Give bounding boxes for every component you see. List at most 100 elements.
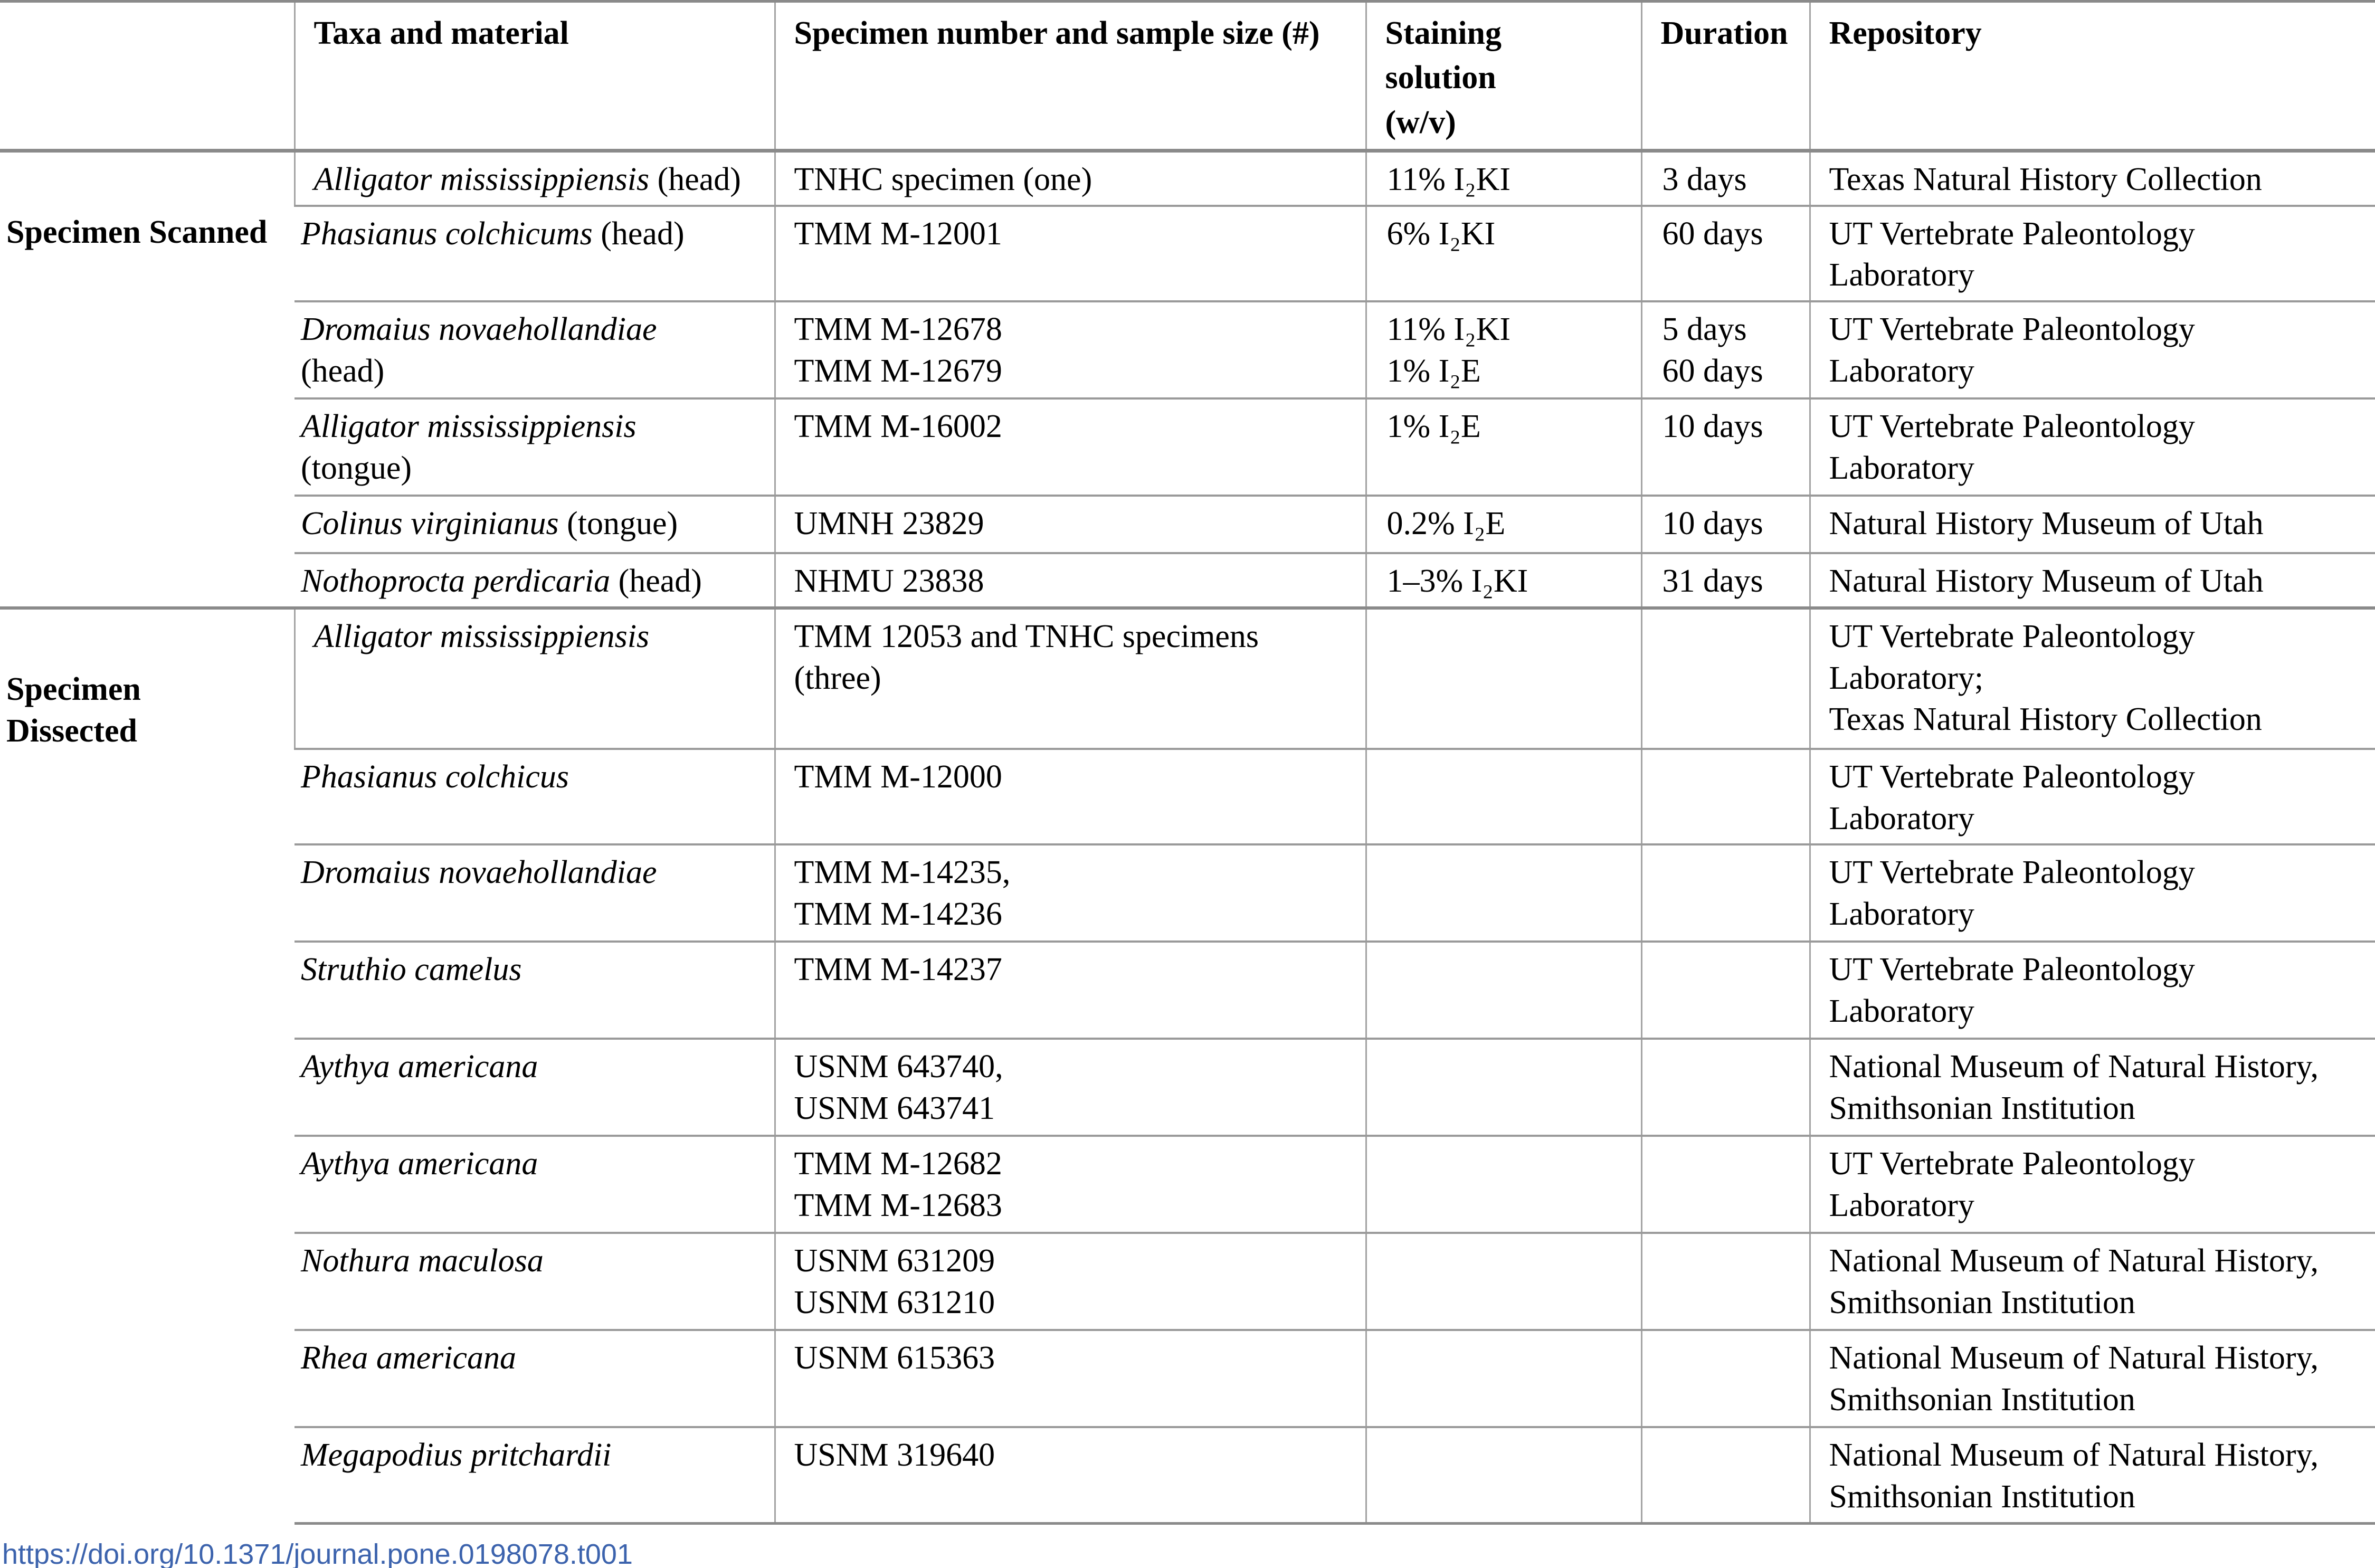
- header-taxa: Taxa and material: [293, 0, 775, 153]
- taxa-cell: Colinus virginianus (tongue): [294, 495, 775, 554]
- species-name: Rhea americana: [301, 1340, 517, 1376]
- header-row: Taxa and material Specimen number and sa…: [0, 0, 2375, 153]
- staining-cell: 1–3% I₂KI: [1365, 552, 1641, 608]
- species-name: Struthio camelus: [301, 952, 522, 988]
- table-row: Nothura maculosa USNM 631209 USNM 631210…: [0, 1232, 2375, 1331]
- staining-cell: 1% I₂E: [1365, 397, 1641, 496]
- header-repository: Repository: [1809, 0, 2375, 153]
- taxa-cell: Megapodius pritchardii: [294, 1426, 775, 1525]
- taxa-material-suffix: (head): [601, 215, 685, 252]
- staining-cell: 6% I₂KI: [1365, 204, 1641, 302]
- duration-cell: [1640, 1038, 1810, 1136]
- repository-cell: UT Vertebrate Paleontology Laboratory: [1809, 1135, 2375, 1233]
- staining-cell: [1365, 940, 1641, 1039]
- specimen-cell: TMM M-12682 TMM M-12683: [774, 1135, 1366, 1233]
- table-row: Rhea americana USNM 615363 National Muse…: [0, 1329, 2375, 1428]
- duration-cell: 3 days: [1640, 149, 1810, 206]
- specimen-cell: TMM M-12000: [774, 747, 1366, 845]
- specimen-cell: TMM 12053 and TNHC specimens (three): [774, 606, 1366, 749]
- table-row: Aythya americana USNM 643740, USNM 64374…: [0, 1038, 2375, 1136]
- repository-cell: National Museum of Natural History, Smit…: [1809, 1329, 2375, 1428]
- table-row: Dromaius novaehollandiae (head) TMM M-12…: [0, 300, 2375, 399]
- staining-cell: 11% I₂KI 1% I₂E: [1365, 300, 1641, 399]
- repository-cell: UT Vertebrate Paleontology Laboratory: [1809, 747, 2375, 845]
- taxa-material-suffix: (head): [301, 353, 385, 389]
- table-row: Megapodius pritchardii USNM 319640 Natio…: [0, 1426, 2375, 1525]
- group-label-dissected: Specimen Dissected: [0, 606, 294, 1524]
- staining-cell: 11% I₂KI: [1365, 149, 1641, 206]
- table-row: Specimen Dissected Alligator mississippi…: [0, 606, 2375, 1524]
- duration-cell: 10 days: [1640, 397, 1810, 496]
- species-name: Megapodius pritchardii: [301, 1437, 612, 1474]
- table-footnote: https://doi.org/10.1371/journal.pone.019…: [2, 1537, 2375, 1568]
- staining-cell: [1365, 747, 1641, 845]
- specimen-cell: NHMU 23838: [774, 552, 1366, 608]
- taxa-material-suffix: (tongue): [301, 450, 412, 486]
- header-staining: Staining solution (w/v): [1365, 0, 1641, 153]
- staining-cell: [1365, 1038, 1641, 1136]
- repository-cell: Natural History Museum of Utah: [1809, 495, 2375, 554]
- specimen-cell: TNHC specimen (one): [774, 149, 1366, 206]
- duration-cell: 10 days: [1640, 495, 1810, 554]
- repository-cell: National Museum of Natural History, Smit…: [1809, 1232, 2375, 1331]
- table-row: Colinus virginianus (tongue) UMNH 23829 …: [0, 495, 2375, 554]
- taxa-cell: Alligator mississippiensis (tongue): [294, 397, 775, 496]
- table-row: Specimen Scanned Alligator mississippien…: [0, 149, 2375, 608]
- species-name: Phasianus colchicus: [301, 758, 569, 795]
- table-row: Alligator mississippiensis (tongue) TMM …: [0, 397, 2375, 496]
- staining-cell: [1365, 606, 1641, 749]
- duration-cell: [1640, 747, 1810, 845]
- repository-cell: UT Vertebrate Paleontology Laboratory: [1809, 300, 2375, 399]
- duration-cell: [1640, 1135, 1810, 1233]
- specimen-cell: TMM M-14235, TMM M-14236: [774, 843, 1366, 942]
- specimen-cell: USNM 615363: [774, 1329, 1366, 1428]
- specimen-cell: UMNH 23829: [774, 495, 1366, 554]
- taxa-cell: Alligator mississippiensis: [293, 606, 775, 749]
- specimen-cell: TMM M-14237: [774, 940, 1366, 1039]
- staining-cell: [1365, 1232, 1641, 1331]
- staining-cell: [1365, 1426, 1641, 1525]
- taxa-cell: Nothoprocta perdicaria (head): [294, 552, 775, 608]
- table-row: Aythya americana TMM M-12682 TMM M-12683…: [0, 1135, 2375, 1233]
- doi-link[interactable]: https://doi.org/10.1371/journal.pone.019…: [2, 1538, 633, 1568]
- taxa-material-suffix: (head): [618, 563, 702, 600]
- species-name: Aythya americana: [301, 1146, 538, 1182]
- species-name: Aythya americana: [301, 1049, 538, 1085]
- duration-cell: [1640, 940, 1810, 1039]
- staining-cell: 0.2% I₂E: [1365, 495, 1641, 554]
- duration-cell: 5 days 60 days: [1640, 300, 1810, 399]
- species-name: Alligator mississippiensis: [314, 618, 650, 654]
- table-row: Phasianus colchicus TMM M-12000 UT Verte…: [0, 747, 2375, 845]
- header-row-label: [0, 0, 294, 153]
- repository-cell: National Museum of Natural History, Smit…: [1809, 1426, 2375, 1525]
- repository-cell: UT Vertebrate Paleontology Laboratory; T…: [1809, 606, 2375, 749]
- duration-cell: [1640, 606, 1810, 749]
- header-specimen: Specimen number and sample size (#): [774, 0, 1366, 153]
- table-row: Dromaius novaehollandiae TMM M-14235, TM…: [0, 843, 2375, 942]
- taxa-cell: Struthio camelus: [294, 940, 775, 1039]
- staining-cell: [1365, 1329, 1641, 1428]
- duration-cell: 60 days: [1640, 204, 1810, 302]
- specimen-cell: USNM 631209 USNM 631210: [774, 1232, 1366, 1331]
- duration-cell: [1640, 843, 1810, 942]
- species-name: Colinus virginianus: [301, 506, 559, 542]
- specimen-cell: TMM M-16002: [774, 397, 1366, 496]
- table-row: Struthio camelus TMM M-14237 UT Vertebra…: [0, 940, 2375, 1039]
- taxa-cell: Aythya americana: [294, 1135, 775, 1233]
- taxa-cell: Rhea americana: [294, 1329, 775, 1428]
- duration-cell: [1640, 1232, 1810, 1331]
- staining-cell: [1365, 843, 1641, 942]
- repository-cell: UT Vertebrate Paleontology Laboratory: [1809, 204, 2375, 302]
- duration-cell: [1640, 1329, 1810, 1428]
- repository-cell: National Museum of Natural History, Smit…: [1809, 1038, 2375, 1136]
- species-name: Phasianus colchicums: [301, 215, 593, 252]
- taxa-cell: Dromaius novaehollandiae (head): [294, 300, 775, 399]
- taxa-cell: Aythya americana: [294, 1038, 775, 1136]
- taxa-cell: Phasianus colchicums (head): [294, 204, 775, 302]
- species-name: Nothura maculosa: [301, 1243, 544, 1279]
- species-name: Dromaius novaehollandiae: [301, 311, 657, 348]
- species-name: Nothoprocta perdicaria: [301, 563, 611, 600]
- taxa-cell: Alligator mississippiensis (head): [293, 149, 775, 206]
- specimen-cell: USNM 319640: [774, 1426, 1366, 1525]
